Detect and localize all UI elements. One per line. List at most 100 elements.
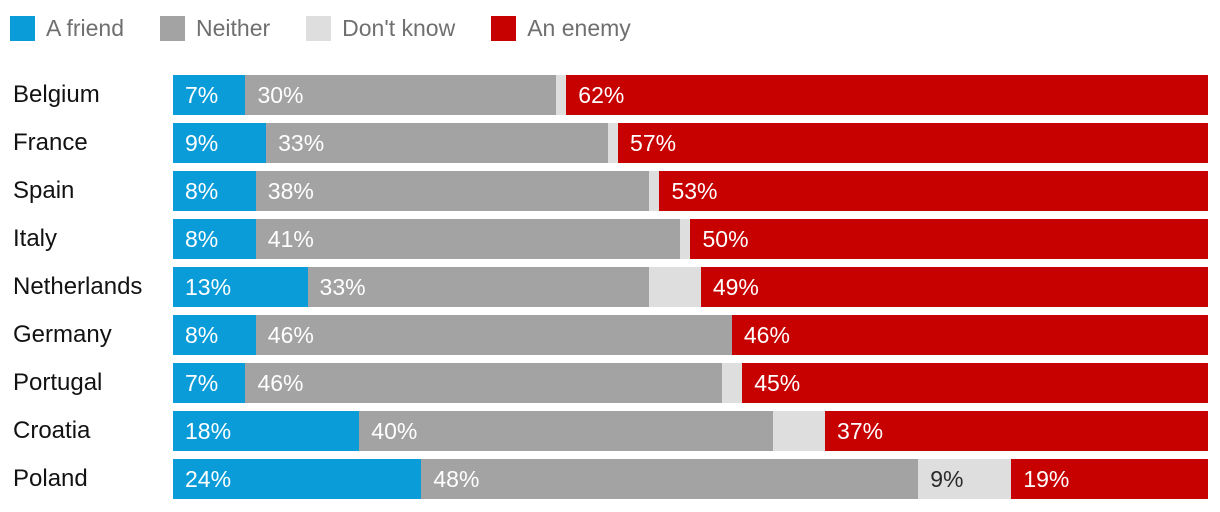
segment-enemy: 57% [618, 123, 1208, 163]
legend: A friend Neither Don't know An enemy [0, 0, 1220, 42]
segment-value-label: 41% [267, 226, 314, 252]
segment-dont-know [649, 267, 701, 307]
segment-value-label: 18% [185, 418, 232, 444]
legend-label: Don't know [342, 15, 456, 41]
segment-enemy: 19% [1011, 459, 1208, 499]
segment-friend: 18% [173, 411, 360, 451]
chart-row: Italy 8% 41% 50% [0, 219, 1208, 259]
segment-neither: 38% [255, 171, 650, 211]
segment-dont-know [607, 123, 619, 163]
legend-item-friend: A friend [10, 15, 124, 42]
segment-friend: 8% [173, 315, 256, 355]
segment-value-label: 8% [185, 226, 219, 252]
segment-friend: 24% [173, 459, 422, 499]
segment-enemy: 45% [742, 363, 1208, 403]
stacked-bar: 13% 33% 49% [173, 267, 1208, 307]
segment-friend: 8% [173, 219, 256, 259]
legend-item-neither: Neither [160, 15, 270, 42]
chart-row: Netherlands 13% 33% 49% [0, 267, 1208, 307]
legend-label: Neither [196, 15, 271, 41]
segment-value-label: 46% [743, 322, 790, 348]
segment-value-label: 62% [578, 82, 625, 108]
segment-value-label: 57% [630, 130, 677, 156]
segment-value-label: 38% [267, 178, 314, 204]
segment-value-label: 40% [371, 418, 418, 444]
stacked-bar: 7% 46% 45% [173, 363, 1208, 403]
segment-dont-know [555, 75, 567, 115]
stacked-bar: 8% 41% 50% [173, 219, 1208, 259]
segment-enemy: 37% [825, 411, 1208, 451]
country-label: France [13, 129, 88, 156]
segment-value-label: 8% [185, 322, 219, 348]
segment-enemy: 62% [566, 75, 1208, 115]
country-label: Portugal [13, 369, 103, 396]
segment-value-label: 13% [185, 274, 232, 300]
segment-value-label: 7% [185, 370, 219, 396]
segment-value-label: 19% [1023, 466, 1070, 492]
segment-value-label: 30% [257, 82, 304, 108]
segment-value-label: 53% [671, 178, 718, 204]
segment-value-label: 8% [185, 178, 219, 204]
segment-dont-know [680, 219, 691, 259]
segment-enemy: 53% [659, 171, 1208, 211]
segment-value-label: 24% [185, 466, 232, 492]
stacked-bar: 18% 40% 37% [173, 411, 1208, 451]
segment-dont-know [721, 363, 743, 403]
segment-neither: 46% [255, 315, 732, 355]
chart-row: Portugal 7% 46% 45% [0, 363, 1208, 403]
segment-enemy: 50% [690, 219, 1208, 259]
segment-neither: 40% [359, 411, 774, 451]
segment-enemy: 49% [700, 267, 1208, 307]
segment-friend: 13% [173, 267, 308, 307]
stacked-bar: 24% 48% 9% 19% [173, 459, 1208, 499]
stacked-bar-chart: Belgium 7% 30% 62% France 9% 33% 57% Spain 8… [0, 75, 1208, 499]
friend-swatch-icon [10, 16, 35, 41]
segment-friend: 8% [173, 171, 256, 211]
stacked-bar: 7% 30% 62% [173, 75, 1208, 115]
dont-know-swatch-icon [306, 16, 332, 41]
enemy-swatch-icon [491, 16, 517, 41]
country-label: Poland [13, 465, 88, 492]
segment-value-label: 37% [837, 418, 884, 444]
segment-neither: 41% [255, 219, 681, 259]
country-label: Germany [13, 321, 112, 348]
segment-neither: 30% [245, 75, 556, 115]
stacked-bar: 9% 33% 57% [173, 123, 1208, 163]
segment-value-label: 33% [278, 130, 325, 156]
segment-dont-know: 9% [918, 459, 1012, 499]
segment-friend: 9% [173, 123, 267, 163]
segment-value-label: 50% [702, 226, 749, 252]
segment-enemy: 46% [731, 315, 1208, 355]
legend-item-enemy: An enemy [491, 15, 631, 42]
segment-value-label: 48% [433, 466, 480, 492]
country-label: Netherlands [13, 273, 143, 300]
segment-neither: 33% [307, 267, 650, 307]
segment-value-label: 49% [712, 274, 759, 300]
chart-row: Germany 8% 46% 46% [0, 315, 1208, 355]
chart-row: Poland 24% 48% 9% 19% [0, 459, 1208, 499]
segment-value-label: 33% [319, 274, 366, 300]
segment-neither: 48% [421, 459, 919, 499]
segment-dont-know [649, 171, 660, 211]
legend-label: An enemy [527, 15, 631, 41]
segment-friend: 7% [173, 363, 246, 403]
segment-value-label: 46% [267, 322, 314, 348]
country-label: Spain [13, 177, 75, 204]
segment-value-label: 9% [930, 466, 964, 492]
country-label: Belgium [13, 81, 100, 108]
chart-row: Croatia 18% 40% 37% [0, 411, 1208, 451]
segment-neither: 46% [245, 363, 722, 403]
legend-item-dont-know: Don't know [306, 15, 455, 42]
segment-neither: 33% [266, 123, 608, 163]
segment-value-label: 9% [185, 130, 219, 156]
segment-dont-know [773, 411, 826, 451]
segment-value-label: 45% [754, 370, 801, 396]
segment-value-label: 46% [257, 370, 304, 396]
chart-row: Spain 8% 38% 53% [0, 171, 1208, 211]
stacked-bar: 8% 38% 53% [173, 171, 1208, 211]
country-label: Croatia [13, 417, 91, 444]
country-label: Italy [13, 225, 58, 252]
chart-row: Belgium 7% 30% 62% [0, 75, 1208, 115]
segment-friend: 7% [173, 75, 246, 115]
legend-label: A friend [46, 15, 124, 41]
